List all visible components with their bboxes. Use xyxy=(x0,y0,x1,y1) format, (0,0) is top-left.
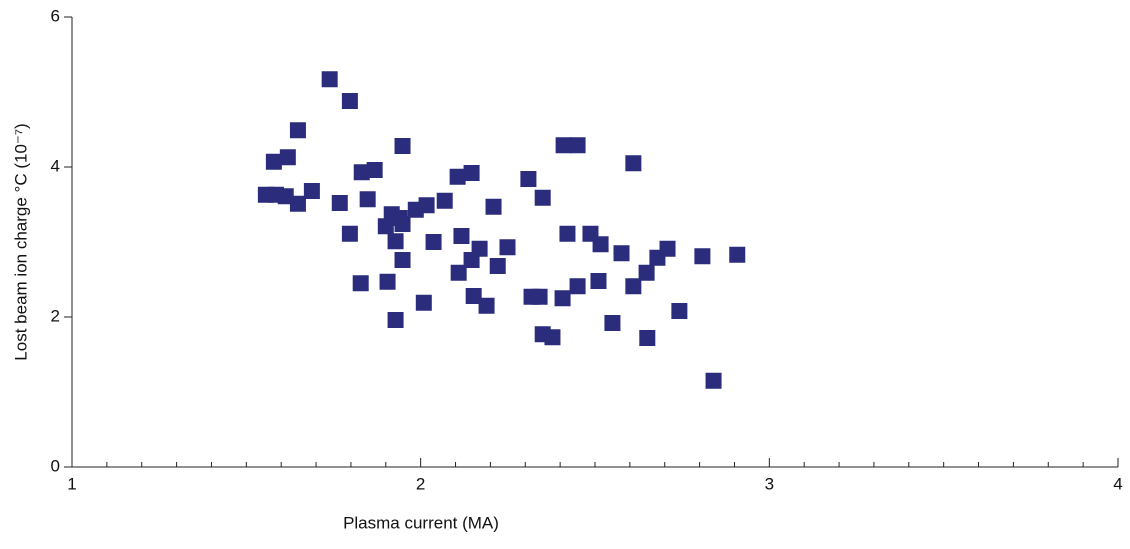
x-tick-label: 3 xyxy=(765,474,774,493)
point xyxy=(449,168,466,185)
point xyxy=(387,312,404,328)
point xyxy=(418,197,435,214)
y-axis-label: Lost beam ion charge °C (10⁻⁷) xyxy=(11,123,30,360)
x-axis-label: Plasma current (MA) xyxy=(343,513,499,532)
point xyxy=(415,294,432,311)
point xyxy=(463,165,480,181)
point xyxy=(544,329,561,346)
point xyxy=(499,239,516,256)
point xyxy=(331,195,348,211)
point xyxy=(625,155,642,172)
point xyxy=(590,273,607,289)
point xyxy=(436,192,453,209)
point xyxy=(592,236,609,253)
point xyxy=(289,122,306,139)
y-tick-label: 6 xyxy=(51,6,60,25)
point xyxy=(559,225,576,242)
point xyxy=(394,252,411,268)
point xyxy=(659,240,676,257)
point xyxy=(478,297,495,314)
point xyxy=(705,372,722,389)
point xyxy=(465,288,482,304)
point xyxy=(613,245,630,262)
point xyxy=(489,258,506,274)
point xyxy=(366,162,383,178)
point xyxy=(639,330,656,346)
point xyxy=(604,315,621,331)
point xyxy=(638,264,655,281)
point xyxy=(729,246,746,263)
point xyxy=(353,164,370,181)
point xyxy=(555,137,572,154)
point xyxy=(265,153,282,170)
point xyxy=(321,71,338,88)
point xyxy=(625,278,642,295)
point xyxy=(341,225,358,242)
point xyxy=(279,149,296,166)
point xyxy=(569,278,586,295)
point xyxy=(485,198,502,215)
point xyxy=(450,264,467,281)
point xyxy=(694,248,711,265)
point xyxy=(569,137,586,154)
point xyxy=(289,195,306,212)
point xyxy=(303,183,320,199)
point xyxy=(394,216,411,232)
y-tick-label: 2 xyxy=(51,306,60,325)
point xyxy=(379,273,396,290)
x-tick-label: 4 xyxy=(1113,474,1122,493)
y-tick-label: 4 xyxy=(51,156,60,175)
point xyxy=(387,233,404,250)
point xyxy=(471,240,488,257)
point xyxy=(277,188,294,205)
point xyxy=(520,171,537,187)
x-tick-label: 1 xyxy=(67,474,76,493)
point xyxy=(359,191,376,208)
x-tick-label: 2 xyxy=(416,474,425,493)
point xyxy=(534,189,551,206)
point xyxy=(341,93,358,109)
point xyxy=(554,290,571,307)
point xyxy=(352,275,369,292)
y-tick-label: 0 xyxy=(51,456,60,475)
point xyxy=(671,303,688,319)
point xyxy=(394,138,411,154)
point xyxy=(425,234,442,250)
point xyxy=(531,288,548,305)
point xyxy=(453,228,470,244)
